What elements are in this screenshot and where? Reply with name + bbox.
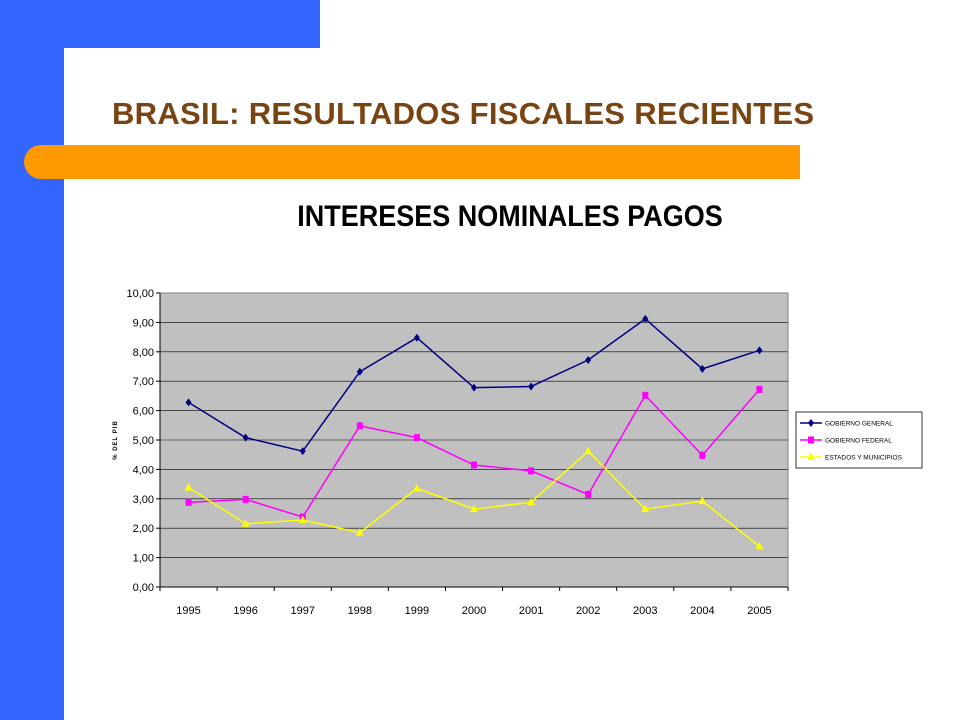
x-tick-label: 2005 bbox=[747, 605, 771, 617]
x-tick-label: 2000 bbox=[462, 605, 486, 617]
x-tick-label: 2004 bbox=[690, 605, 714, 617]
y-tick-label: 7,00 bbox=[133, 376, 154, 388]
y-tick-label: 9,00 bbox=[133, 317, 154, 329]
data-point bbox=[356, 422, 363, 430]
data-point bbox=[470, 504, 478, 513]
series-gobierno-general bbox=[185, 314, 763, 456]
x-tick-label: 2001 bbox=[519, 605, 543, 617]
data-point bbox=[413, 434, 420, 442]
data-point bbox=[184, 483, 193, 491]
x-tick-label: 2003 bbox=[633, 605, 657, 617]
y-axis-label: % DEL PIB bbox=[113, 420, 119, 460]
data-point bbox=[642, 314, 649, 323]
y-tick-label: 1,00 bbox=[133, 553, 154, 565]
x-tick-label: 1999 bbox=[405, 605, 429, 617]
data-point bbox=[755, 541, 764, 550]
data-point bbox=[471, 461, 477, 469]
data-point bbox=[585, 356, 592, 365]
legend-swatch-marker bbox=[808, 419, 814, 427]
data-point bbox=[356, 367, 363, 376]
data-point bbox=[185, 398, 192, 407]
data-point bbox=[699, 364, 706, 373]
legend-label: GOBIERNO FEDERAL bbox=[825, 438, 892, 445]
chart-title: INTERESES NOMINALES PAGOS bbox=[297, 200, 723, 233]
data-point bbox=[185, 498, 192, 506]
data-point bbox=[298, 515, 307, 523]
series-gobierno-federal bbox=[185, 385, 763, 521]
data-point bbox=[299, 447, 306, 456]
legend-label: ESTADOS Y MUNICIPIOS bbox=[825, 455, 903, 462]
data-point bbox=[412, 484, 421, 492]
x-tick-label: 1995 bbox=[176, 605, 200, 617]
data-point bbox=[528, 467, 535, 475]
data-point bbox=[641, 504, 650, 513]
data-point bbox=[698, 496, 707, 505]
blue-top-bar bbox=[0, 0, 320, 48]
y-axis-ticks: 0,00 1,00 2,00 3,00 4,00 5,00 6,00 7,00 8,00 9,00… bbox=[126, 288, 160, 594]
data-point bbox=[241, 519, 250, 527]
y-tick-label: 5,00 bbox=[133, 435, 154, 447]
series-estados-y-municipios bbox=[184, 446, 764, 550]
legend: GOBIERNO GENERAL GOBIERNO FEDERAL ESTADOS … bbox=[795, 411, 923, 469]
y-tick-label: 2,00 bbox=[133, 523, 154, 535]
legend-swatch-marker bbox=[808, 436, 814, 444]
legend-label: GOBIERNO GENERAL bbox=[825, 421, 893, 428]
legend-item: GOBIERNO GENERAL bbox=[800, 419, 893, 428]
blue-side-bar bbox=[0, 0, 64, 720]
data-point bbox=[527, 497, 536, 506]
y-tick-label: 3,00 bbox=[133, 494, 154, 506]
data-point bbox=[413, 333, 420, 342]
x-tick-label: 1996 bbox=[233, 605, 257, 617]
data-point bbox=[584, 446, 593, 455]
x-tick-label: 2002 bbox=[576, 605, 600, 617]
y-tick-label: 10,00 bbox=[126, 288, 154, 300]
data-point bbox=[756, 385, 763, 393]
orange-accent-bar bbox=[24, 145, 800, 179]
data-point bbox=[756, 346, 763, 355]
y-tick-label: 4,00 bbox=[133, 464, 154, 476]
data-series bbox=[184, 314, 764, 550]
data-point bbox=[242, 433, 249, 442]
data-point bbox=[242, 495, 249, 503]
data-point bbox=[355, 528, 364, 536]
y-tick-label: 0,00 bbox=[133, 582, 154, 594]
data-point bbox=[642, 391, 649, 399]
gridlines bbox=[159, 292, 789, 588]
data-point bbox=[528, 382, 535, 391]
x-axis-ticks: 1995 1996 1997 1998 1999 2000 2001 2002 2003 2004… bbox=[159, 587, 789, 617]
slide-title: BRASIL: RESULTADOS FISCALES RECIENTES bbox=[112, 96, 815, 131]
legend-item: GOBIERNO FEDERAL bbox=[800, 436, 892, 445]
x-tick-label: 1998 bbox=[348, 605, 372, 617]
y-tick-label: 8,00 bbox=[133, 347, 154, 359]
data-point bbox=[699, 451, 706, 459]
data-point bbox=[585, 490, 592, 498]
x-tick-label: 1997 bbox=[290, 605, 314, 617]
data-point bbox=[471, 383, 477, 392]
y-tick-label: 6,00 bbox=[133, 406, 154, 418]
legend-swatch-marker bbox=[807, 452, 815, 460]
legend-item: ESTADOS Y MUNICIPIOS bbox=[800, 452, 903, 462]
